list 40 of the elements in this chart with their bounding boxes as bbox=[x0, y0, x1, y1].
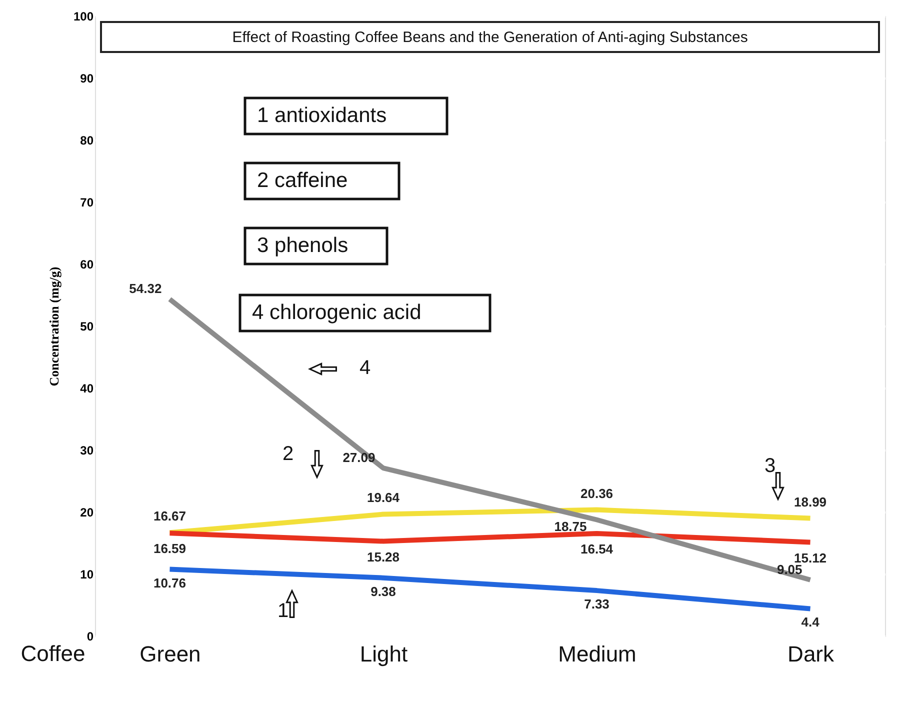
y-tick-label: 40 bbox=[80, 382, 94, 396]
data-label: 9.38 bbox=[370, 584, 396, 599]
data-label: 10.76 bbox=[153, 575, 186, 590]
data-label: 16.54 bbox=[580, 541, 614, 556]
data-label: 7.33 bbox=[584, 596, 610, 612]
y-tick-label: 10 bbox=[80, 568, 94, 582]
data-label: 15.28 bbox=[366, 549, 400, 564]
x-tick-label: Dark bbox=[788, 642, 835, 666]
annotation: 3 bbox=[764, 455, 776, 477]
x-axis-title: Coffee bbox=[20, 641, 86, 666]
data-label: 18.75 bbox=[554, 518, 587, 534]
y-tick-label: 90 bbox=[80, 72, 94, 86]
data-label: 20.36 bbox=[580, 486, 614, 501]
x-tick-label: Medium bbox=[558, 642, 636, 666]
y-tick-label: 100 bbox=[73, 10, 94, 24]
annotation: 4 bbox=[359, 357, 371, 379]
data-label: 16.59 bbox=[153, 541, 186, 556]
text: Effect of Roasting Coffee Beans and the Generation of Anti-aging Substances bbox=[232, 29, 748, 46]
data-label: 19.64 bbox=[366, 490, 400, 506]
data-label: 4.4 bbox=[801, 614, 820, 630]
annotation: 4 chlorogenic acid bbox=[252, 301, 422, 324]
y-tick-label: 0 bbox=[86, 630, 94, 644]
x-tick-label: Light bbox=[360, 642, 408, 666]
annotation: 2 caffeine bbox=[257, 169, 348, 192]
data-label: 54.32 bbox=[129, 281, 162, 296]
data-label: 16.67 bbox=[153, 508, 186, 524]
y-axis-title: Concentration (mg/g) bbox=[46, 266, 62, 386]
y-tick-label: 20 bbox=[80, 506, 94, 520]
y-tick-label: 50 bbox=[80, 320, 94, 334]
y-tick-label: 30 bbox=[80, 444, 94, 458]
annotation: 3 phenols bbox=[257, 234, 348, 257]
y-tick-label: 70 bbox=[80, 196, 94, 210]
data-label: 27.09 bbox=[342, 450, 376, 466]
annotation: 2 bbox=[282, 443, 294, 465]
annotation: 1 antioxidants bbox=[257, 104, 387, 127]
x-tick-label: Green bbox=[140, 642, 201, 666]
data-label: 18.99 bbox=[794, 494, 827, 510]
y-tick-label: 60 bbox=[80, 258, 94, 272]
y-tick-label: 80 bbox=[80, 134, 94, 148]
annotation: 1 bbox=[277, 600, 289, 622]
